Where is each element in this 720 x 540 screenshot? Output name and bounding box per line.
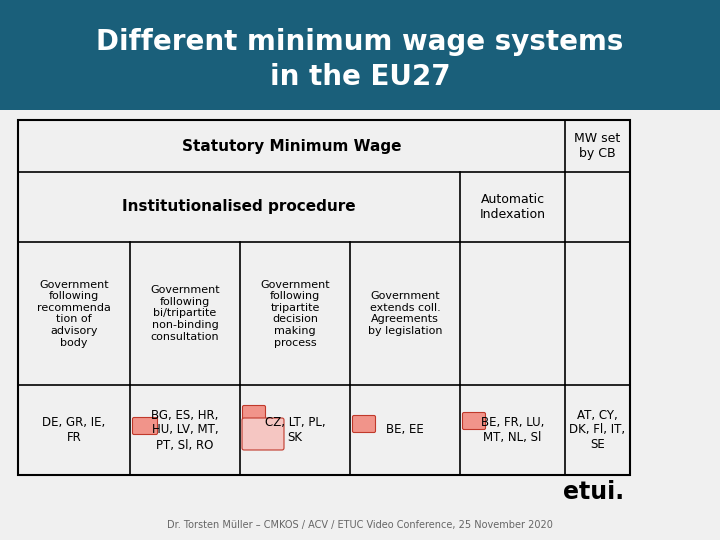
Text: Different minimum wage systems: Different minimum wage systems	[96, 28, 624, 56]
Text: Government
following
tripartite
decision
making
process: Government following tripartite decision…	[260, 280, 330, 348]
FancyBboxPatch shape	[462, 413, 485, 429]
Text: Government
following
recommenda
tion of
advisory
body: Government following recommenda tion of …	[37, 280, 111, 348]
FancyBboxPatch shape	[242, 418, 284, 450]
FancyBboxPatch shape	[132, 417, 158, 435]
Text: Dr. Torsten Müller – CMKOS / ACV / ETUC Video Conference, 25 November 2020: Dr. Torsten Müller – CMKOS / ACV / ETUC …	[167, 520, 553, 530]
Text: MW set
by CB: MW set by CB	[575, 132, 621, 160]
Text: Automatic
Indexation: Automatic Indexation	[480, 193, 546, 221]
Text: in the EU27: in the EU27	[270, 63, 450, 91]
Text: AT, CY,
DK, Fl, IT,
SE: AT, CY, DK, Fl, IT, SE	[570, 408, 626, 451]
Text: Government
following
bi/tripartite
non-binding
consultation: Government following bi/tripartite non-b…	[150, 285, 220, 342]
Text: BE, EE: BE, EE	[386, 423, 424, 436]
FancyBboxPatch shape	[353, 415, 376, 433]
Text: BE, FR, LU,
MT, NL, Sl: BE, FR, LU, MT, NL, Sl	[481, 416, 544, 444]
Text: BG, ES, HR,
HU, LV, MT,
PT, Sl, RO: BG, ES, HR, HU, LV, MT, PT, Sl, RO	[151, 408, 219, 451]
Bar	[18, 120, 630, 475]
Bar	[0, 0, 720, 110]
Text: etui.: etui.	[563, 480, 624, 504]
FancyBboxPatch shape	[243, 406, 266, 422]
Text: Government
extends coll.
Agreements
by legislation: Government extends coll. Agreements by l…	[368, 291, 442, 336]
Text: DE, GR, IE,
FR: DE, GR, IE, FR	[42, 416, 106, 444]
Text: Statutory Minimum Wage: Statutory Minimum Wage	[181, 138, 401, 153]
Text: CZ, LT, PL,
SK: CZ, LT, PL, SK	[265, 416, 325, 444]
Text: Institutionalised procedure: Institutionalised procedure	[122, 199, 356, 214]
